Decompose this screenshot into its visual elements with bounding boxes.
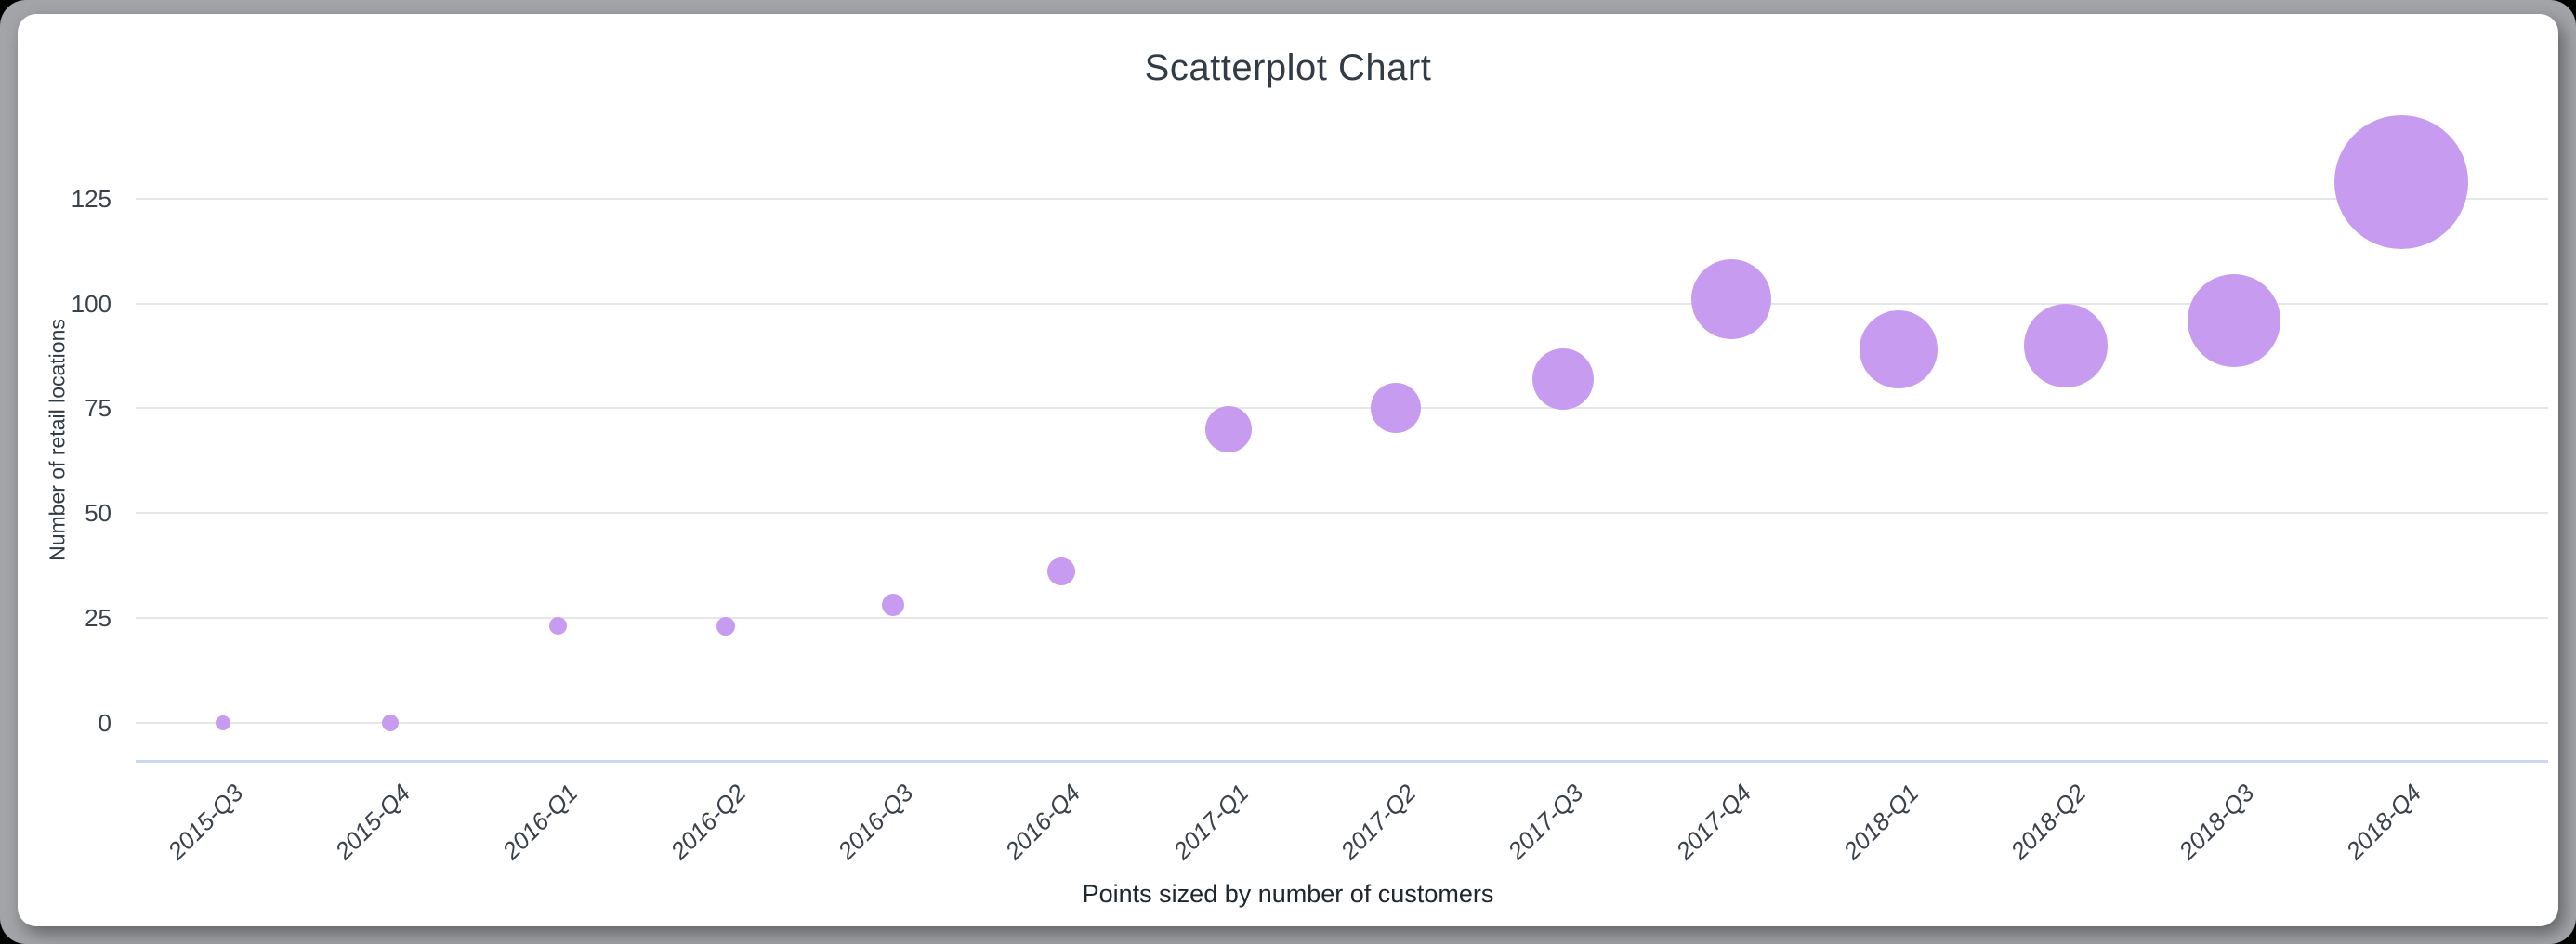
- gridline-y-50: [136, 512, 2548, 514]
- gridline-y-75: [136, 407, 2548, 410]
- y-tick-label-0: 0: [98, 708, 112, 737]
- data-point-2016-Q2[interactable]: [716, 616, 735, 636]
- x-tick-label-2016-Q2: 2016-Q2: [664, 779, 752, 865]
- data-point-2017-Q2[interactable]: [1371, 383, 1422, 434]
- data-point-2017-Q1[interactable]: [1204, 405, 1252, 452]
- x-tick-label-2016-Q1: 2016-Q1: [497, 779, 584, 865]
- gridline-y-0: [136, 721, 2548, 724]
- x-tick-label-2018-Q3: 2018-Q3: [2173, 779, 2259, 865]
- data-point-2016-Q4[interactable]: [1046, 557, 1075, 586]
- data-point-2018-Q3[interactable]: [2187, 273, 2280, 367]
- gridline-y-100: [136, 302, 2548, 305]
- gridline-y-25: [136, 616, 2548, 619]
- data-point-2016-Q3[interactable]: [882, 594, 905, 617]
- y-tick-label-75: 75: [85, 394, 112, 423]
- x-tick-label-2017-Q3: 2017-Q3: [1502, 779, 1589, 865]
- data-point-2018-Q2[interactable]: [2024, 303, 2109, 387]
- gridline-y-125: [136, 197, 2548, 200]
- chart-title: Scatterplot Chart: [1144, 47, 1432, 88]
- y-tick-label-100: 100: [71, 289, 112, 318]
- x-tick-label-2015-Q3: 2015-Q3: [162, 779, 249, 865]
- x-tick-label-2018-Q2: 2018-Q2: [2004, 779, 2092, 865]
- x-tick-label-2016-Q4: 2016-Q4: [1000, 779, 1086, 865]
- y-tick-label-125: 125: [71, 184, 112, 213]
- size-caption: Points sized by number of customers: [1082, 880, 1494, 908]
- data-point-2015-Q3[interactable]: [216, 715, 230, 730]
- data-point-2018-Q4[interactable]: [2334, 114, 2469, 249]
- x-tick-label-2016-Q3: 2016-Q3: [832, 779, 919, 865]
- data-point-2018-Q1[interactable]: [1860, 310, 1939, 389]
- y-tick-label-25: 25: [85, 603, 112, 632]
- data-point-2017-Q4[interactable]: [1690, 258, 1771, 339]
- y-tick-label-50: 50: [85, 499, 112, 527]
- data-point-2016-Q1[interactable]: [549, 617, 568, 636]
- x-tick-label-2018-Q1: 2018-Q1: [1837, 779, 1925, 865]
- x-tick-label-2018-Q4: 2018-Q4: [2340, 779, 2427, 865]
- x-tick-label-2017-Q2: 2017-Q2: [1334, 779, 1422, 865]
- x-tick-label-2017-Q1: 2017-Q1: [1167, 779, 1255, 865]
- data-point-2017-Q3[interactable]: [1532, 347, 1595, 410]
- data-point-2015-Q4[interactable]: [382, 714, 400, 731]
- x-tick-label-2017-Q4: 2017-Q4: [1670, 779, 1757, 865]
- x-axis-baseline: [136, 760, 2548, 763]
- chart-card: Scatterplot Chart Number of retail locat…: [18, 14, 2558, 926]
- x-tick-label-2015-Q4: 2015-Q4: [329, 779, 416, 865]
